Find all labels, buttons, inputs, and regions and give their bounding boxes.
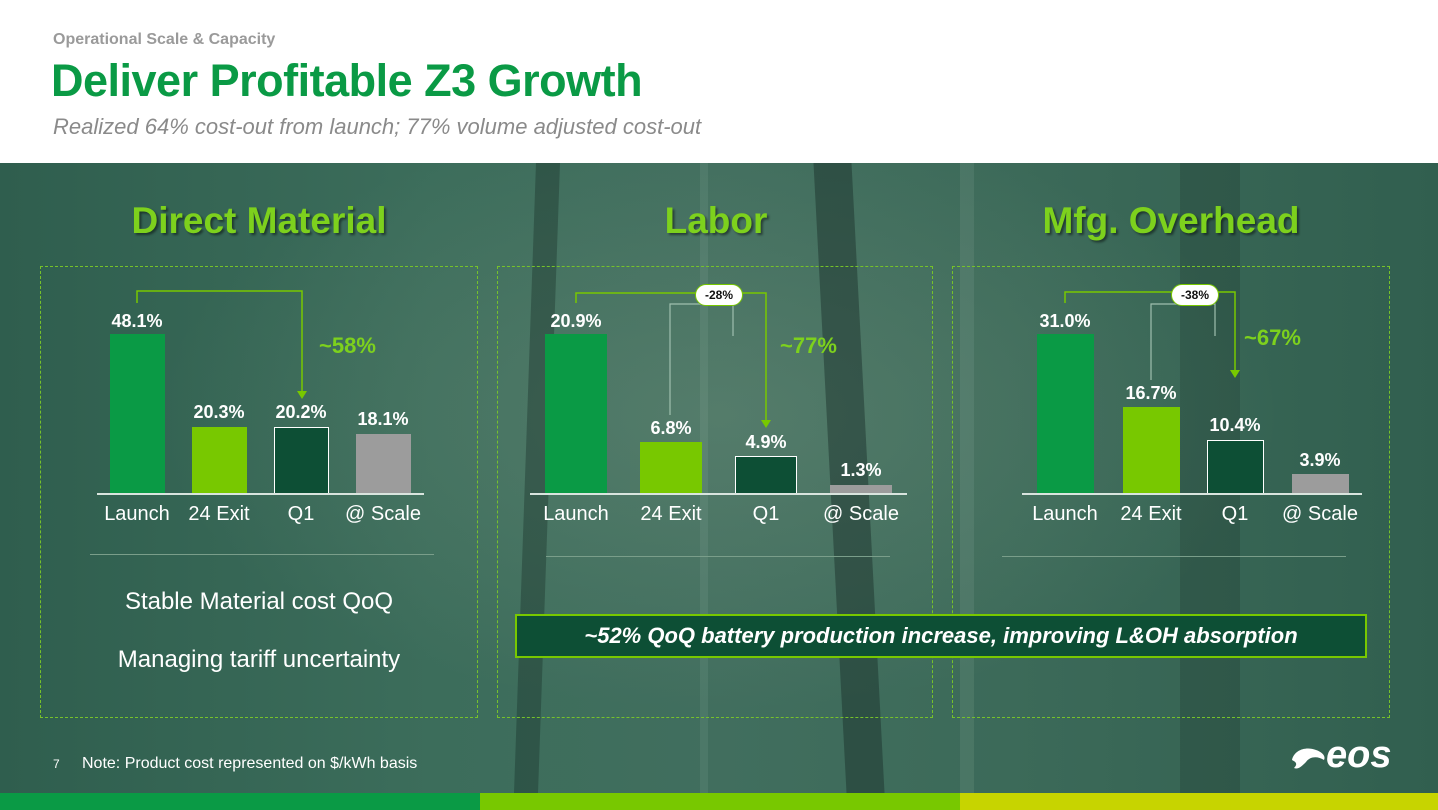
- value-label-24-exit: 16.7%: [1125, 383, 1177, 403]
- bar-at-scale: [356, 434, 411, 494]
- logo-wordmark: eos: [1326, 734, 1392, 776]
- category-label-launch: Launch: [104, 503, 170, 525]
- value-label-launch: 20.9%: [550, 311, 602, 331]
- axis-baseline: [1022, 493, 1362, 495]
- reduction-label-mfg-overhead: ~67%: [1244, 325, 1301, 350]
- category-label-24-exit: 24 Exit: [1120, 503, 1182, 525]
- bar-launch: [1037, 334, 1094, 494]
- value-label-24-exit: 6.8%: [650, 418, 692, 438]
- footer-band-lime: [480, 793, 960, 810]
- separator-line: [90, 554, 434, 555]
- panel-labor: [497, 266, 933, 718]
- slide-subtitle: Realized 64% cost-out from launch; 77% v…: [53, 114, 702, 139]
- panel-mfg-overhead: [952, 266, 1390, 718]
- category-label-q1: Q1: [287, 503, 315, 525]
- bar-at-scale: [830, 485, 892, 494]
- section-title-mfg-overhead: Mfg. Overhead: [1042, 200, 1300, 241]
- bar-launch: [110, 334, 165, 494]
- bar-24-exit: [1123, 407, 1180, 494]
- value-label-q1: 20.2%: [275, 402, 327, 422]
- value-label-24-exit: 20.3%: [193, 402, 245, 422]
- axis-baseline: [530, 493, 907, 495]
- note-stable-material: Stable Material cost QoQ: [124, 588, 394, 615]
- section-title-labor: Labor: [664, 200, 768, 241]
- bar-q1: [735, 456, 797, 494]
- note-tariff: Managing tariff uncertainty: [117, 646, 401, 673]
- category-label-at-scale: @ Scale: [823, 503, 899, 525]
- bar-launch: [545, 334, 607, 494]
- production-callout: ~52% QoQ battery production increase, im…: [515, 614, 1367, 658]
- value-label-at-scale: 1.3%: [840, 460, 882, 480]
- footer-band-green: [0, 793, 480, 810]
- panel-direct-material: [40, 266, 478, 718]
- section-eyebrow: Operational Scale & Capacity: [53, 31, 276, 48]
- category-label-q1: Q1: [1221, 503, 1249, 525]
- axis-baseline: [97, 493, 424, 495]
- category-label-launch: Launch: [543, 503, 609, 525]
- category-label-at-scale: @ Scale: [1282, 503, 1358, 525]
- section-title-direct-material: Direct Material: [131, 200, 387, 241]
- qoq-badge-labor: -28%: [695, 284, 743, 306]
- value-label-q1: 10.4%: [1209, 415, 1261, 435]
- value-label-launch: 48.1%: [111, 311, 163, 331]
- category-label-at-scale: @ Scale: [345, 503, 421, 525]
- bar-q1: [274, 427, 329, 494]
- separator-line: [1002, 556, 1346, 557]
- value-label-at-scale: 3.9%: [1299, 450, 1341, 470]
- reduction-label-direct-material: ~58%: [319, 333, 376, 358]
- category-label-24-exit: 24 Exit: [640, 503, 702, 525]
- category-label-q1: Q1: [752, 503, 780, 525]
- bar-24-exit: [640, 442, 702, 494]
- footnote: Note: Product cost represented on $/kWh …: [82, 755, 418, 772]
- bar-24-exit: [192, 427, 247, 494]
- category-label-launch: Launch: [1032, 503, 1098, 525]
- slide-title: Deliver Profitable Z3 Growth: [51, 55, 643, 106]
- slide-header: Operational Scale & Capacity Deliver Pro…: [0, 0, 1438, 163]
- qoq-badge-mfg-overhead: -38%: [1171, 284, 1219, 306]
- reduction-label-labor: ~77%: [780, 333, 837, 358]
- value-label-q1: 4.9%: [745, 432, 787, 452]
- bar-q1: [1207, 440, 1264, 494]
- logo-mark-icon: [1292, 748, 1325, 769]
- category-label-24-exit: 24 Exit: [188, 503, 250, 525]
- bar-at-scale: [1292, 474, 1349, 494]
- value-label-launch: 31.0%: [1039, 311, 1091, 331]
- page-number: 7: [53, 757, 60, 771]
- separator-line: [546, 556, 890, 557]
- footer-band-yellow: [960, 793, 1438, 810]
- value-label-at-scale: 18.1%: [357, 409, 409, 429]
